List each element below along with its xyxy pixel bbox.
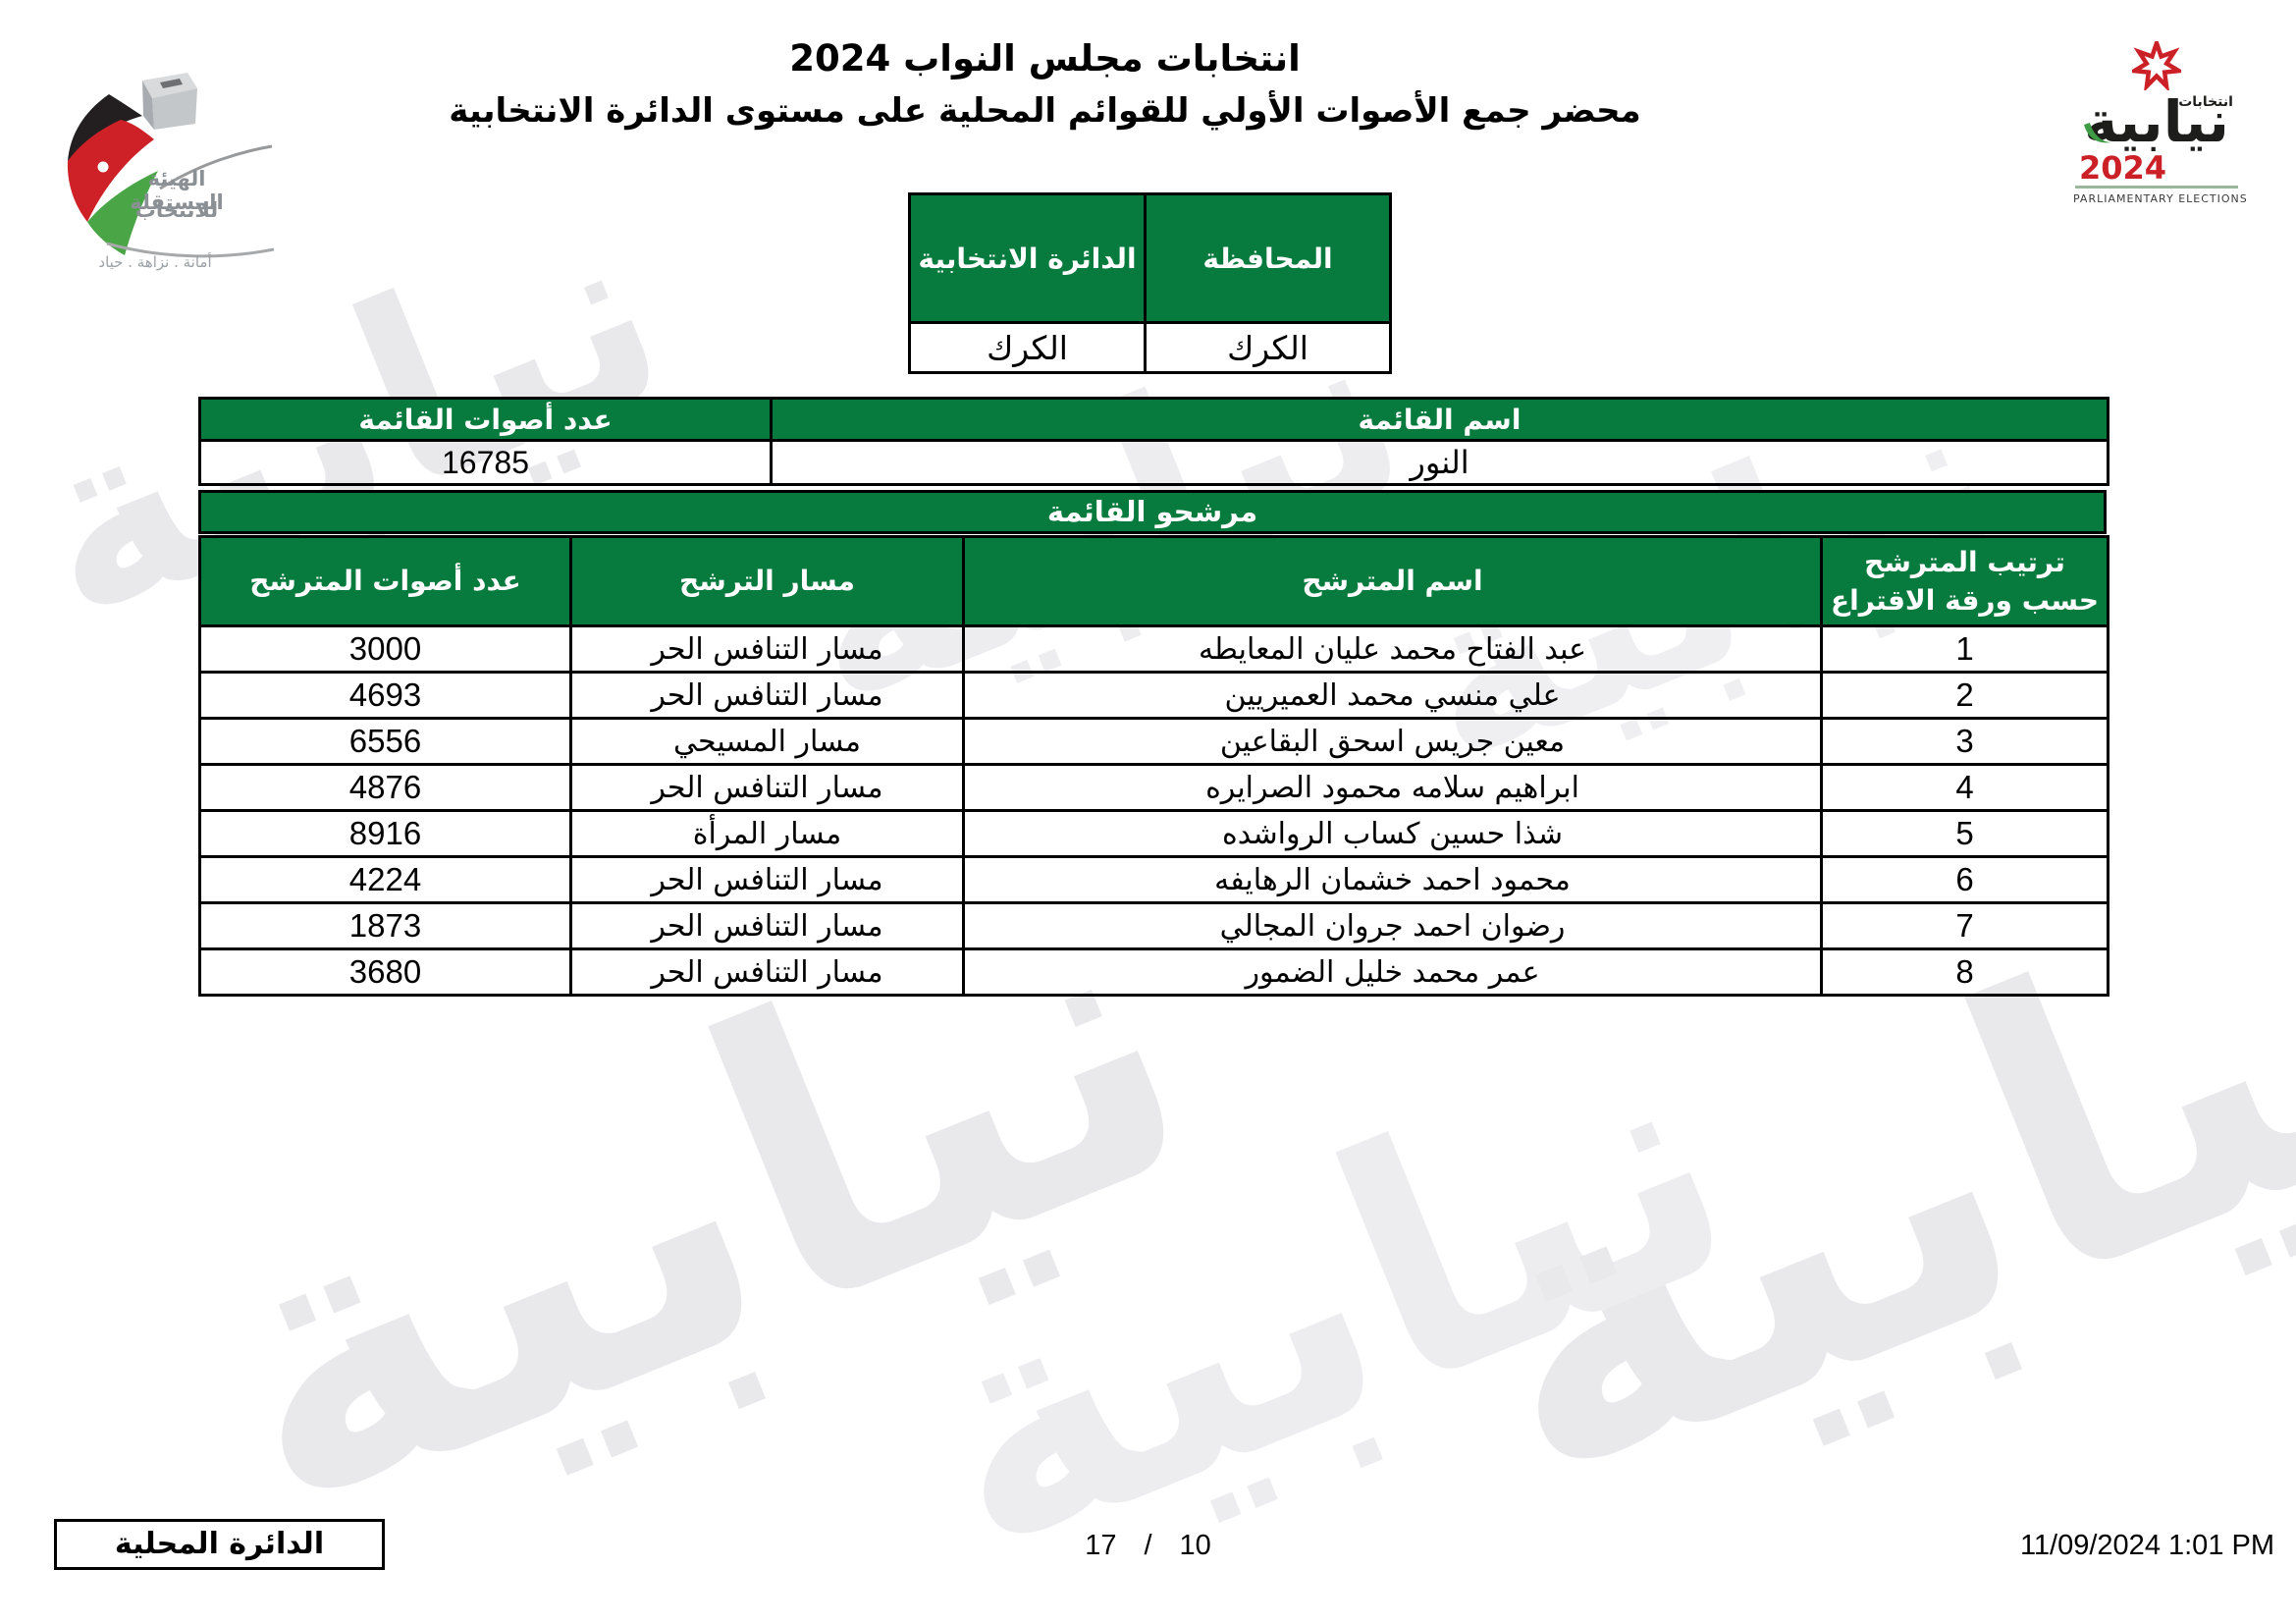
page-number: 17 / 10 [0, 1530, 2296, 1562]
green-check-icon [2084, 122, 2112, 143]
candidate-order: 3 [1820, 717, 2109, 766]
candidate-row: 7 رضوان احمد جروان المجالي مسار التنافس … [198, 901, 2109, 950]
region-header-row: المحافظة الدائرة الانتخابية [908, 192, 1392, 324]
candidate-votes: 4224 [198, 855, 572, 904]
col-candidate-name: اسم المترشح [962, 535, 1823, 627]
candidate-track: مسار المسيحي [569, 717, 965, 766]
iec-name-line2: للانتخاب [134, 198, 219, 222]
candidate-track: مسار المرأة [569, 809, 965, 858]
candidate-name: علي منسي محمد العميريين [962, 671, 1823, 720]
candidate-order: 2 [1820, 671, 2109, 720]
candidate-track: مسار التنافس الحر [569, 671, 965, 720]
candidate-name: محمود احمد خشمان الرهايفه [962, 855, 1823, 904]
page-number-separator: / [1144, 1530, 1152, 1561]
list-header-row: اسم القائمة عدد أصوات القائمة [198, 397, 2109, 442]
candidate-order: 1 [1820, 624, 2109, 674]
col-candidacy-track: مسار الترشح [569, 535, 965, 627]
election-logo-wordmark: انتخابات نيابية [2084, 92, 2233, 152]
candidate-name: عمر محمد خليل الضمور [962, 947, 1823, 997]
governorate-value: الكرك [1144, 321, 1392, 374]
candidate-order: 8 [1820, 947, 2109, 997]
candidate-votes: 8916 [198, 809, 572, 858]
candidate-row: 1 عبد الفتاح محمد عليان المعايطه مسار ال… [198, 624, 2109, 674]
seven-point-star-icon [2132, 41, 2181, 90]
candidate-track: مسار التنافس الحر [569, 763, 965, 812]
candidate-order: 7 [1820, 901, 2109, 950]
candidate-votes: 4693 [198, 671, 572, 720]
candidate-votes: 3680 [198, 947, 572, 997]
candidate-track: مسار التنافس الحر [569, 947, 965, 997]
list-votes-header: عدد أصوات القائمة [198, 397, 773, 442]
candidate-votes: 6556 [198, 717, 572, 766]
election-logo-caption: PARLIAMENTARY ELECTIONS [2073, 191, 2248, 205]
candidate-order: 6 [1820, 855, 2109, 904]
candidate-name: ابراهيم سلامه محمود الصرايره [962, 763, 1823, 812]
iec-flag-ballot-icon [67, 73, 275, 258]
candidates-table: ترتيب المترشح حسب ورقة الاقتراع اسم المت… [198, 535, 2109, 997]
page-number-current: 17 [1085, 1530, 1117, 1561]
candidate-row: 3 معين جريس اسحق البقاعين مسار المسيحي 6… [198, 717, 2109, 766]
candidate-track: مسار التنافس الحر [569, 855, 965, 904]
list-value-row: النور 16785 [198, 439, 2109, 486]
candidate-row: 5 شذا حسين كساب الرواشده مسار المرأة 891… [198, 809, 2109, 858]
candidate-name: معين جريس اسحق البقاعين [962, 717, 1823, 766]
iec-name-line1: الهيئة المستقلة [130, 167, 224, 214]
election-logo-year: 2024 [2079, 148, 2167, 187]
page-subtitle: محضر جمع الأصوات الأولي للقوائم المحلية … [449, 91, 1641, 131]
iec-tagline: أمانة . نزاهة . حياد [98, 253, 212, 271]
col-ballot-order: ترتيب المترشح حسب ورقة الاقتراع [1820, 535, 2109, 627]
header-titles: انتخابات مجلس النواب 2024 محضر جمع الأصو… [0, 37, 2193, 131]
region-value-row: الكرك الكرك [908, 321, 1392, 374]
page-number-total: 10 [1179, 1530, 1211, 1561]
page-title: انتخابات مجلس النواب 2024 [789, 37, 1301, 80]
list-table: اسم القائمة عدد أصوات القائمة النور 1678… [198, 397, 2109, 486]
candidate-name: عبد الفتاح محمد عليان المعايطه [962, 624, 1823, 674]
candidate-row: 6 محمود احمد خشمان الرهايفه مسار التنافس… [198, 855, 2109, 904]
election-logo-big-word: نيابية [2084, 88, 2229, 155]
election-logo-small-word: انتخابات [2178, 94, 2233, 110]
list-name-header: اسم القائمة [770, 397, 2109, 442]
col-candidate-votes: عدد أصوات المترشح [198, 535, 572, 627]
candidate-row: 2 علي منسي محمد العميريين مسار التنافس ا… [198, 671, 2109, 720]
candidate-name: شذا حسين كساب الرواشده [962, 809, 1823, 858]
election-2024-logo: انتخابات نيابية 2024 PARLIAMENTARY ELECT… [2073, 41, 2248, 205]
candidate-track: مسار التنافس الحر [569, 901, 965, 950]
district-header: الدائرة الانتخابية [908, 192, 1147, 324]
candidate-votes: 1873 [198, 901, 572, 950]
election-logo-divider [2075, 185, 2238, 189]
candidate-row: 8 عمر محمد خليل الضمور مسار التنافس الحر… [198, 947, 2109, 997]
candidate-row: 4 ابراهيم سلامه محمود الصرايره مسار التن… [198, 763, 2109, 812]
candidate-order: 4 [1820, 763, 2109, 812]
candidates-header-row: ترتيب المترشح حسب ورقة الاقتراع اسم المت… [198, 535, 2109, 627]
district-scope-box: الدائرة المحلية [54, 1519, 385, 1570]
candidates-banner: مرشحو القائمة [198, 490, 2107, 534]
candidate-name: رضوان احمد جروان المجالي [962, 901, 1823, 950]
candidate-votes: 4876 [198, 763, 572, 812]
list-votes-value: 16785 [198, 439, 773, 486]
region-table: المحافظة الدائرة الانتخابية الكرك الكرك [908, 192, 1392, 374]
list-name-value: النور [770, 439, 2109, 486]
candidate-order: 5 [1820, 809, 2109, 858]
watermark-text: نيابية [872, 971, 1780, 1623]
iec-logo: الهيئة المستقلة للانتخاب أمانة . نزاهة .… [44, 69, 290, 280]
district-value: الكرك [908, 321, 1147, 374]
candidate-votes: 3000 [198, 624, 572, 674]
candidate-track: مسار التنافس الحر [569, 624, 965, 674]
print-timestamp: 11/09/2024 1:01 PM [2019, 1530, 2274, 1561]
governorate-header: المحافظة [1144, 192, 1392, 324]
